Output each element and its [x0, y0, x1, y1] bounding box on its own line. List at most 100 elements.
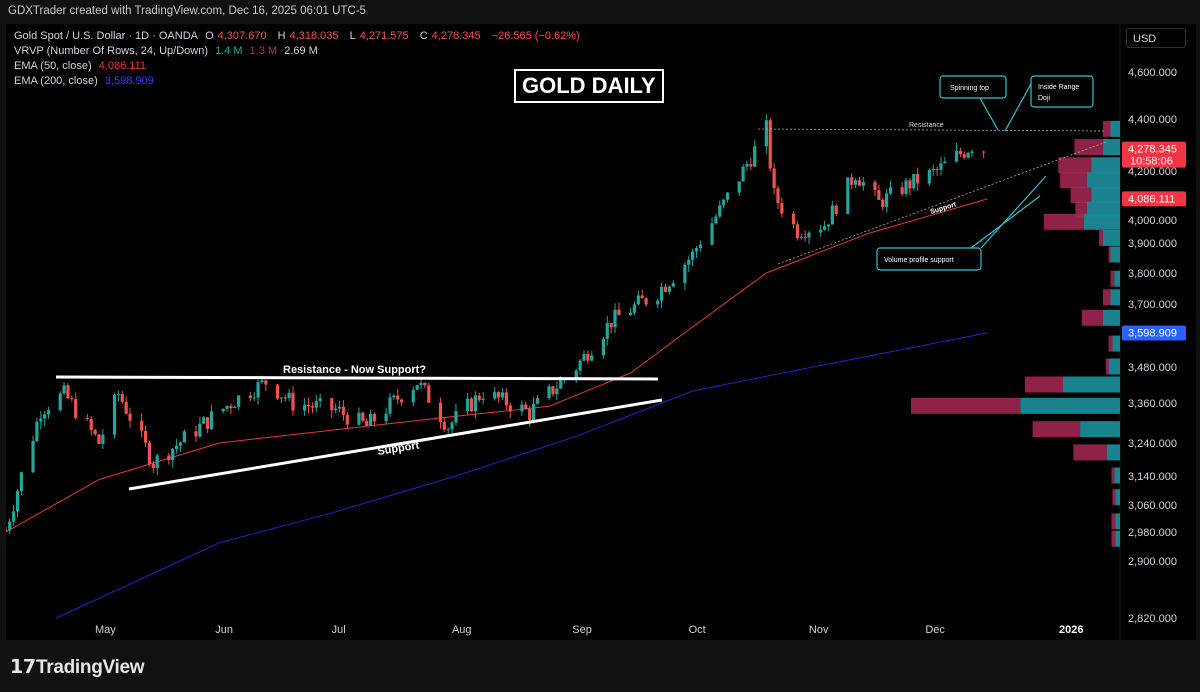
candle-body	[6, 530, 8, 532]
candle-body	[667, 286, 671, 292]
candle-body	[931, 169, 935, 171]
candle-body	[904, 180, 908, 194]
candle-body	[70, 398, 74, 400]
chart-title: GOLD DAILY	[514, 69, 664, 103]
volume-profile-down-bar	[1074, 139, 1103, 156]
candle-body	[175, 445, 179, 449]
volume-profile-up-bar	[1020, 397, 1120, 414]
candle-body	[885, 193, 889, 207]
candle-body	[155, 455, 159, 469]
volume-profile-down-bar	[1108, 246, 1111, 263]
candle-body	[369, 413, 373, 426]
candle-body	[663, 286, 668, 292]
candle-body	[19, 472, 23, 492]
volume-profile-down-bar	[1058, 157, 1092, 174]
candle-body	[202, 417, 206, 424]
candle-body	[520, 404, 524, 412]
volume-profile-down-bar	[1070, 187, 1092, 203]
candle-body	[504, 392, 508, 406]
candle-body	[8, 521, 12, 531]
candle-body	[209, 411, 214, 429]
price-label-bg	[1122, 191, 1186, 207]
candle-body	[578, 360, 582, 371]
volume-profile-up-bar	[1102, 309, 1120, 326]
tv-logo-icon: 𝟭𝟳	[10, 657, 36, 678]
volume-profile-up-bar	[1114, 270, 1120, 287]
candle-body	[35, 421, 39, 442]
tradingview-logo[interactable]: 𝟭𝟳TradingView	[10, 656, 145, 679]
candle-body	[116, 394, 120, 396]
candle-body	[252, 397, 256, 399]
x-tick-label: Sep	[572, 624, 592, 636]
candle-body	[691, 251, 695, 260]
volume-profile-up-bar	[1115, 530, 1120, 547]
candle-body	[656, 300, 660, 305]
candle-body	[780, 203, 784, 214]
candle-body	[442, 421, 446, 430]
candle-body	[314, 401, 318, 408]
candle-body	[120, 394, 124, 402]
candle-body	[112, 394, 117, 435]
y-tick-label: 4,200.000	[1128, 166, 1177, 178]
volume-profile-down-bar	[1111, 467, 1115, 484]
price-chart[interactable]: 2,820.000 2,900.000 2,980.000 3,060.000 3,14…	[6, 24, 1196, 640]
candle-body	[31, 441, 35, 473]
support-label: Support	[377, 439, 421, 457]
candle-body	[423, 382, 427, 386]
candle-body	[167, 455, 171, 461]
candle-body	[85, 417, 89, 419]
y-tick-label: 3,900.000	[1128, 238, 1177, 250]
volume-profile-up-bar	[1063, 376, 1120, 393]
candle-body	[822, 226, 827, 230]
volume-profile-support-pointer-2	[970, 195, 1041, 249]
candle-body	[698, 244, 702, 249]
candle-body	[151, 463, 155, 469]
candle-body	[372, 413, 377, 422]
candle-body	[411, 389, 415, 403]
chart-area[interactable]: 2,820.000 2,900.000 2,980.000 3,060.000 3,14…	[6, 24, 1196, 640]
currency-selector[interactable]: USD	[1126, 28, 1186, 48]
candle-body	[741, 166, 745, 182]
resistance-now-support-label: Resistance - Now Support?	[283, 364, 426, 376]
candle-body	[233, 406, 237, 409]
volume-profile-up-bar	[1110, 120, 1120, 137]
candle-body	[497, 392, 501, 398]
volume-profile-support-pointer-1	[980, 175, 1047, 249]
candle-body	[644, 298, 648, 305]
candle-body	[531, 403, 536, 421]
candle-body	[388, 397, 392, 414]
candle-body	[749, 164, 753, 167]
volume-profile-up-bar	[1112, 335, 1120, 352]
candle-body	[714, 216, 718, 224]
candle-body	[803, 237, 807, 239]
candle-body	[450, 422, 454, 430]
candle-body	[605, 323, 609, 339]
ohlc-open: O 4,307.670	[205, 30, 267, 42]
x-tick-label: Nov	[809, 624, 829, 636]
volume-profile-down-bar	[1082, 309, 1103, 326]
candle-body	[722, 199, 726, 206]
volume-profile-up-bar	[1110, 246, 1120, 263]
ohlc-change: −26.565 (−0.62%)	[491, 30, 580, 42]
candle-body	[12, 511, 16, 522]
support-line	[128, 398, 663, 491]
candle-body	[799, 237, 803, 239]
inside-range-doji-callout	[1030, 75, 1094, 108]
candle-body	[846, 177, 850, 215]
resistance-line	[55, 375, 659, 381]
volume-profile-up-bar	[1110, 289, 1120, 306]
volume-profile-down-bar	[1108, 335, 1113, 352]
ohlc-close: C 4,278.345	[419, 30, 481, 42]
candle-body	[143, 430, 148, 443]
candle-body	[660, 286, 664, 301]
candle-body	[640, 295, 644, 299]
candle-body	[776, 188, 780, 204]
y-tick-label: 3,480.000	[1128, 362, 1177, 374]
y-tick-label: 3,800.000	[1128, 268, 1177, 280]
attribution-text: GDXTrader created with TradingView.com, …	[8, 5, 366, 17]
candle-body	[256, 382, 260, 398]
volume-profile-down-bar	[1060, 172, 1087, 189]
volume-profile-down-bar	[1075, 201, 1087, 218]
candle-body	[737, 181, 741, 193]
price-label-bg	[1122, 141, 1186, 168]
